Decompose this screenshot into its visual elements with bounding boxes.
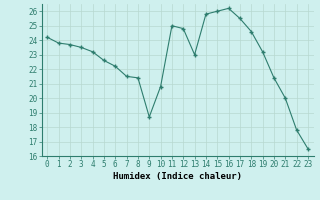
X-axis label: Humidex (Indice chaleur): Humidex (Indice chaleur) bbox=[113, 172, 242, 181]
